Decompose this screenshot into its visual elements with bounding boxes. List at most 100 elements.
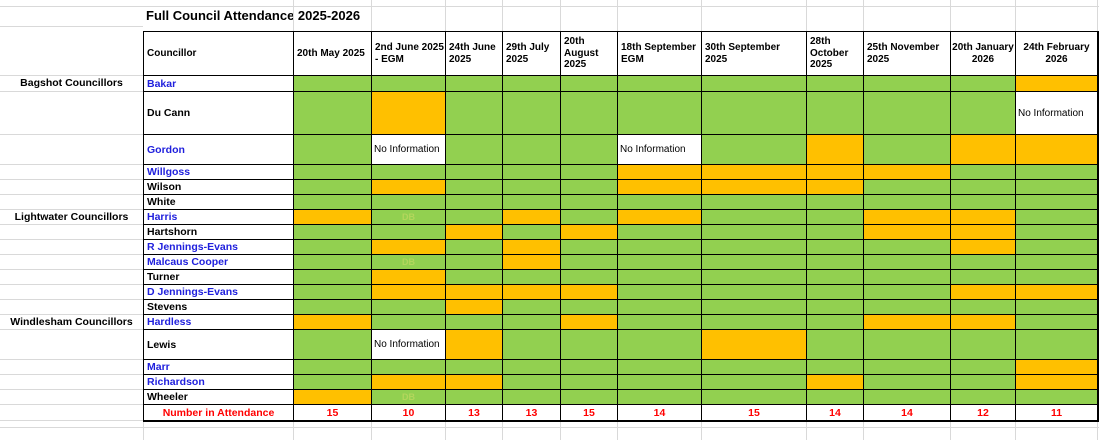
attendance-cell[interactable] bbox=[561, 330, 618, 360]
attendance-cell[interactable] bbox=[294, 92, 372, 135]
attendance-cell[interactable] bbox=[618, 360, 702, 375]
attendance-cell[interactable] bbox=[864, 300, 951, 315]
attendance-cell[interactable] bbox=[294, 76, 372, 92]
attendance-cell[interactable]: DB bbox=[372, 390, 446, 405]
attendance-cell[interactable] bbox=[951, 240, 1016, 255]
attendance-cell[interactable] bbox=[372, 360, 446, 375]
attendance-cell[interactable] bbox=[618, 225, 702, 240]
attendance-cell[interactable] bbox=[503, 390, 561, 405]
attendance-cell[interactable] bbox=[1016, 390, 1098, 405]
attendance-cell[interactable] bbox=[446, 240, 503, 255]
attendance-cell[interactable] bbox=[951, 360, 1016, 375]
attendance-cell[interactable] bbox=[807, 315, 864, 330]
attendance-cell[interactable] bbox=[503, 255, 561, 270]
attendance-cell[interactable] bbox=[446, 92, 503, 135]
column-header-date[interactable]: 24th February 2026 bbox=[1016, 32, 1098, 76]
attendance-cell[interactable] bbox=[294, 390, 372, 405]
attendance-cell[interactable] bbox=[446, 315, 503, 330]
attendance-cell[interactable] bbox=[294, 270, 372, 285]
attendance-cell[interactable] bbox=[618, 165, 702, 180]
attendance-cell[interactable] bbox=[1016, 195, 1098, 210]
page-title[interactable]: Full Council Attendance 2025-2026 bbox=[146, 8, 361, 23]
attendance-cell[interactable] bbox=[561, 270, 618, 285]
attendance-cell[interactable] bbox=[372, 240, 446, 255]
councillor-name-cell[interactable]: Malcaus Cooper bbox=[144, 255, 294, 270]
attendance-cell[interactable] bbox=[807, 210, 864, 225]
attendance-cell[interactable] bbox=[618, 285, 702, 300]
attendance-cell[interactable] bbox=[446, 330, 503, 360]
attendance-cell[interactable] bbox=[503, 375, 561, 390]
attendance-cell[interactable] bbox=[702, 240, 807, 255]
attendance-cell[interactable] bbox=[561, 195, 618, 210]
attendance-cell[interactable] bbox=[503, 135, 561, 165]
column-header-date[interactable]: 29th July 2025 bbox=[503, 32, 561, 76]
attendance-cell[interactable] bbox=[561, 225, 618, 240]
attendance-cell[interactable] bbox=[807, 330, 864, 360]
attendance-cell[interactable] bbox=[951, 390, 1016, 405]
column-header-date[interactable]: 20th August 2025 bbox=[561, 32, 618, 76]
column-header-date[interactable]: 18th September EGM bbox=[618, 32, 702, 76]
attendance-cell[interactable] bbox=[864, 285, 951, 300]
councillor-name-cell[interactable]: Lewis bbox=[144, 330, 294, 360]
attendance-cell[interactable] bbox=[503, 165, 561, 180]
attendance-cell[interactable] bbox=[702, 225, 807, 240]
attendance-cell[interactable] bbox=[561, 240, 618, 255]
attendance-cell[interactable] bbox=[503, 76, 561, 92]
attendance-cell[interactable] bbox=[951, 375, 1016, 390]
attendance-cell[interactable] bbox=[618, 76, 702, 92]
attendance-cell[interactable] bbox=[1016, 210, 1098, 225]
attendance-cell[interactable] bbox=[446, 225, 503, 240]
totals-value[interactable]: 14 bbox=[807, 405, 864, 421]
attendance-cell[interactable] bbox=[446, 135, 503, 165]
attendance-cell[interactable] bbox=[864, 165, 951, 180]
attendance-cell[interactable] bbox=[864, 92, 951, 135]
totals-value[interactable]: 15 bbox=[561, 405, 618, 421]
attendance-cell[interactable] bbox=[294, 135, 372, 165]
attendance-cell[interactable] bbox=[503, 360, 561, 375]
attendance-cell[interactable] bbox=[807, 180, 864, 195]
attendance-cell[interactable] bbox=[561, 360, 618, 375]
attendance-cell[interactable] bbox=[864, 375, 951, 390]
attendance-cell[interactable] bbox=[372, 76, 446, 92]
attendance-cell[interactable] bbox=[1016, 180, 1098, 195]
attendance-cell[interactable] bbox=[702, 330, 807, 360]
attendance-cell[interactable] bbox=[618, 375, 702, 390]
attendance-cell[interactable] bbox=[807, 300, 864, 315]
councillor-name-cell[interactable]: Willgoss bbox=[144, 165, 294, 180]
attendance-cell[interactable] bbox=[864, 270, 951, 285]
attendance-cell[interactable] bbox=[702, 255, 807, 270]
totals-value[interactable]: 15 bbox=[702, 405, 807, 421]
totals-value[interactable]: 14 bbox=[618, 405, 702, 421]
attendance-cell[interactable] bbox=[618, 210, 702, 225]
attendance-cell[interactable] bbox=[503, 330, 561, 360]
attendance-cell[interactable] bbox=[618, 240, 702, 255]
attendance-cell[interactable] bbox=[294, 180, 372, 195]
attendance-cell[interactable] bbox=[1016, 285, 1098, 300]
attendance-cell[interactable] bbox=[503, 285, 561, 300]
attendance-cell[interactable] bbox=[702, 270, 807, 285]
attendance-cell[interactable] bbox=[702, 300, 807, 315]
attendance-cell[interactable] bbox=[618, 255, 702, 270]
attendance-cell[interactable] bbox=[1016, 315, 1098, 330]
column-header-date[interactable]: 30th September 2025 bbox=[702, 32, 807, 76]
attendance-cell[interactable] bbox=[1016, 375, 1098, 390]
attendance-cell[interactable] bbox=[503, 225, 561, 240]
councillor-name-cell[interactable]: Hardless bbox=[144, 315, 294, 330]
councillor-name-cell[interactable]: Wilson bbox=[144, 180, 294, 195]
attendance-cell[interactable] bbox=[503, 270, 561, 285]
attendance-cell[interactable] bbox=[864, 195, 951, 210]
attendance-cell[interactable] bbox=[864, 180, 951, 195]
attendance-cell[interactable] bbox=[807, 225, 864, 240]
attendance-cell[interactable] bbox=[702, 285, 807, 300]
attendance-cell[interactable] bbox=[702, 360, 807, 375]
attendance-cell[interactable] bbox=[294, 240, 372, 255]
attendance-cell[interactable] bbox=[561, 300, 618, 315]
attendance-cell[interactable] bbox=[951, 165, 1016, 180]
attendance-cell[interactable] bbox=[561, 210, 618, 225]
totals-value[interactable]: 13 bbox=[446, 405, 503, 421]
councillor-name-cell[interactable]: Gordon bbox=[144, 135, 294, 165]
totals-value[interactable]: 14 bbox=[864, 405, 951, 421]
totals-label[interactable]: Number in Attendance bbox=[144, 405, 294, 421]
attendance-cell[interactable] bbox=[372, 300, 446, 315]
attendance-cell[interactable] bbox=[864, 255, 951, 270]
